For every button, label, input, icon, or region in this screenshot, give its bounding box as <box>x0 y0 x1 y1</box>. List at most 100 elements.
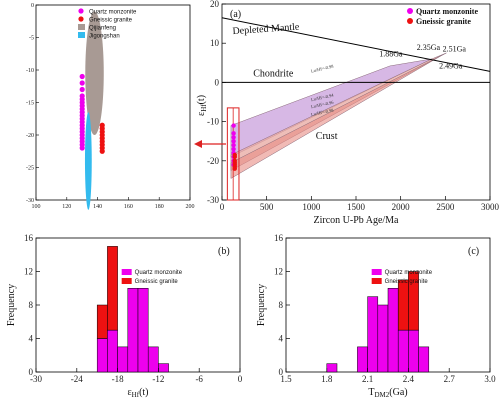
panel-b-y-tick-label: 0 <box>29 367 34 377</box>
panel-a-x-axis-label: Zircon U-Pb Age/Ma <box>314 215 400 226</box>
ellipse-jigongshan <box>84 112 92 210</box>
quartz-point <box>79 96 85 102</box>
panel-c-x-tick-label: 3.0 <box>484 374 496 384</box>
lu-hf-label: Lu/Hf=-0.98 <box>310 63 334 73</box>
panel-a-legend-label: Quartz monzonite <box>416 7 478 16</box>
panel-c-y-tick-label: 16 <box>274 233 284 243</box>
quartz-bar <box>326 363 338 373</box>
panel-c-y-axis-label: Frequency <box>256 284 267 326</box>
panel-a-x-tick-label: 500 <box>260 202 274 212</box>
age-label: 1.88Ga <box>379 50 403 59</box>
inset-legend-marker <box>78 16 84 22</box>
panel-b-legend-label: Quartz monzonite <box>135 270 183 276</box>
quartz-bar <box>387 288 399 373</box>
inset-y-tick-label: -10 <box>26 68 34 74</box>
quartz-bar <box>117 346 129 373</box>
inset-x-tick-label: 160 <box>124 204 133 210</box>
quartz-bar <box>137 288 149 373</box>
inset-y-tick-label: -15 <box>26 101 34 107</box>
panel-c-label: (c) <box>468 246 479 257</box>
panel-b-x-tick-label: 0 <box>238 374 243 384</box>
quartz-bar <box>107 329 118 373</box>
panel-c-x-axis-label: TDM2(Ga) <box>368 387 407 399</box>
panel-c-x-tick-label: 2.4 <box>403 374 415 384</box>
inset-y-tick-label: -20 <box>26 133 34 139</box>
crust-label: Crust <box>316 131 338 142</box>
age-label: 2.49Ga <box>439 61 463 70</box>
panel-a-x-tick-label: 3000 <box>481 202 500 212</box>
quartz-bar <box>96 338 108 373</box>
panel-b-x-tick-label: -12 <box>152 374 164 384</box>
panel-b-label: (b) <box>218 246 230 257</box>
connector-arrow <box>194 140 226 148</box>
panel-a-y-tick-label: -20 <box>207 156 219 166</box>
quartz-point <box>231 146 236 152</box>
gneiss-point <box>99 148 105 154</box>
panel-a-legend-label: Gneissic granite <box>416 17 471 26</box>
panel-c-y-tick-label: 4 <box>279 334 284 344</box>
panel-c-x-tick-label: 1.5 <box>280 374 292 384</box>
ellipse-qijianfeng <box>85 11 104 135</box>
panel-a-legend-marker <box>407 18 413 24</box>
panel-a-y-tick-label: -10 <box>207 117 219 127</box>
panel-c-legend-label: Quartz monzonite <box>385 270 433 276</box>
panel-c: 1.5 1.8 2.1 2.4 2.7 3.0 0 4 8 12 16 TDM2(Ga) Frequen… <box>256 233 496 399</box>
quartz-point <box>231 123 236 128</box>
lu-hf-label: Lu/Hf=-0.98 <box>311 107 335 117</box>
panel-a-legend-marker <box>407 8 413 14</box>
panel-b-y-tick-label: 8 <box>29 300 34 310</box>
age-label: 2.51Ga <box>443 44 467 53</box>
panel-b: -30 -24 -18 -12 -6 0 0 4 8 12 16 εHf(t) Frequency (b)… <box>6 233 243 399</box>
inset-legend-marker <box>78 24 85 30</box>
panel-c-legend-marker <box>371 269 382 275</box>
panel-c-legend-label: Gneissic granite <box>385 279 429 285</box>
inset-y-tick-label: -25 <box>26 166 34 172</box>
chondrite-label: Chondrite <box>253 69 294 80</box>
arrow-head <box>194 140 202 148</box>
panel-b-x-tick-label: -18 <box>112 374 124 384</box>
panel-a-x-tick-label: 1500 <box>347 202 366 212</box>
inset-x-tick-label: 120 <box>62 204 71 210</box>
panel-a-y-tick-label: 20 <box>210 0 220 9</box>
gneiss-bar <box>397 279 409 331</box>
quartz-bar <box>418 346 430 373</box>
quartz-bar <box>397 329 409 373</box>
age-label: 2.35Ga <box>417 43 441 52</box>
panel-c-y-tick-label: 8 <box>279 300 284 310</box>
panel-c-x-tick-label: 1.8 <box>321 374 333 384</box>
panel-b-y-tick-label: 16 <box>24 233 34 243</box>
panel-a-x-tick-label: 2500 <box>436 202 455 212</box>
inset-legend-marker <box>78 32 85 38</box>
inset-x-tick-label: 200 <box>186 204 195 210</box>
inset-y-tick-label: -5 <box>29 36 34 42</box>
quartz-point <box>231 142 236 148</box>
inset-frame <box>35 4 191 201</box>
quartz-point <box>79 86 85 93</box>
quartz-bar <box>408 329 419 373</box>
panel-a-x-tick-label: 0 <box>220 202 225 212</box>
panel-b-legend-label: Gneissic granite <box>135 279 179 285</box>
panel-c-x-tick-label: 2.7 <box>444 374 456 384</box>
panel-b-legend-marker <box>121 278 132 284</box>
quartz-bar <box>158 363 169 373</box>
quartz-point <box>79 145 85 151</box>
gneiss-bar <box>408 271 419 331</box>
quartz-point <box>79 80 85 86</box>
quartz-point <box>231 135 236 140</box>
quartz-point <box>231 131 236 136</box>
gneiss-point <box>232 154 237 160</box>
inset-legend-label: Jigongshan <box>89 34 120 40</box>
quartz-point <box>231 139 236 144</box>
inset-x-tick-label: 140 <box>93 204 102 210</box>
panel-a-y-tick-label: -30 <box>207 195 219 205</box>
panel-b-y-tick-label: 4 <box>29 334 34 344</box>
quartz-bar <box>127 288 139 373</box>
quartz-bar <box>367 296 379 373</box>
inset-plot: 100 120 140 160 180 200 0 -5 -10 -15 -20 -25 -30 Quar… <box>26 3 195 210</box>
depleted-mantle-line <box>221 17 491 72</box>
panel-b-y-tick-label: 12 <box>24 267 33 277</box>
inset-x-tick-label: 180 <box>155 204 164 210</box>
panel-c-y-tick-label: 12 <box>274 267 283 277</box>
panel-b-x-tick-label: -24 <box>71 374 83 384</box>
